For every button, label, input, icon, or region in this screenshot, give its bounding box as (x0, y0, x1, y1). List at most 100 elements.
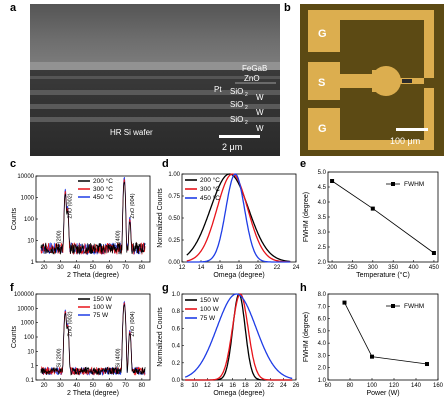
sem-w-layer-1 (30, 90, 280, 95)
x-tick-label: 20 (255, 383, 262, 389)
peak-label: ZnO (004) (130, 311, 136, 336)
y-tick-label: 4.0 (318, 341, 327, 347)
x-tick-label: 450 (429, 265, 440, 271)
ground-pad-bottom (308, 88, 434, 150)
chart-g-rocking-power: 8 10 12 14 16 18 20 22 24 26 0.0 0.2 0.4 0.6 0.8 1.0 Ome… (157, 292, 300, 397)
device-scalebar (396, 128, 428, 131)
chart-c-xrd-temperature: 20 30 40 50 60 70 80 1 10 100 1000 10000 2 Theta (de… (11, 174, 151, 279)
sem-label-sio2-3: SiO (230, 115, 243, 124)
fwhm-point (431, 251, 436, 255)
legend-label: 450 °C (200, 194, 220, 202)
x-tick-label: 14 (198, 265, 205, 271)
x-tick-label: 60 (106, 383, 113, 389)
x-tick-label: 160 (433, 383, 444, 389)
y-tick-label: 0.50 (168, 216, 180, 222)
legend-label: 75 W (93, 312, 109, 319)
y-tick-label: 7.0 (318, 304, 327, 310)
peak-label: ZnO (002) (68, 193, 74, 218)
y-tick-label: 0.00 (168, 260, 180, 266)
x-tick-label: 16 (217, 265, 224, 271)
plot-frame (327, 293, 439, 381)
x-tick-label: 80 (139, 265, 146, 271)
panel-label-e: e (300, 158, 307, 170)
fwhm-point (330, 179, 335, 183)
x-tick-label: 400 (409, 265, 420, 271)
sem-label-sio2-2: SiO (230, 100, 243, 109)
y-tick-label: 10000 (17, 174, 34, 180)
x-tick-label: 300 (368, 265, 379, 271)
legend-label: 300 °C (200, 185, 220, 193)
peak-label: ZnO (002) (68, 311, 74, 336)
y-axis-title: Normalized Counts (157, 307, 164, 367)
y-tick-label: 1 (31, 364, 35, 370)
x-tick-label: 18 (236, 265, 243, 271)
device-scalebar-label: 100 μm (390, 136, 420, 146)
x-axis-title: Omega (degree) (213, 390, 264, 397)
x-tick-label: 40 (73, 383, 80, 389)
x-tick-label: 20 (41, 383, 48, 389)
y-tick-label: 3.5 (318, 215, 327, 221)
y-tick-label: 8.0 (318, 292, 327, 298)
y-axis-title: FWHM (degree) (303, 192, 310, 242)
panel-label-f: f (10, 282, 14, 294)
sem-wafer-label: HR Si wafer (110, 128, 153, 137)
x-axis-title: 2 Theta (degree) (67, 272, 119, 279)
sem-label-zno: ZnO (244, 74, 260, 83)
y-tick-label: 1000 (21, 196, 35, 202)
sem-w-layer-3 (30, 117, 280, 122)
y-tick-label: 0.6 (172, 326, 181, 332)
y-axis-title: Counts (11, 207, 18, 230)
chart-h-fwhm-power: 60 80 100 120 140 160 1.0 2.0 3.0 4.0 5.0 6.0 7.0 8.0… (303, 292, 444, 397)
sem-w-layer-2 (30, 104, 280, 109)
y-tick-label: 1.00 (168, 172, 180, 178)
ground-pad-top (308, 10, 434, 78)
device-disk (371, 66, 401, 96)
x-tick-label: 60 (106, 265, 113, 271)
x-tick-label: 140 (411, 383, 422, 389)
y-tick-label: 6.0 (318, 317, 327, 323)
y-tick-label: 4.5 (318, 185, 327, 191)
sem-sub-2-1: 2 (245, 92, 248, 98)
x-axis-title: Power (W) (366, 390, 399, 397)
x-tick-label: 18 (242, 383, 249, 389)
y-tick-label: 1 (31, 260, 35, 266)
x-tick-label: 80 (347, 383, 354, 389)
legend-label: 200 °C (200, 176, 220, 184)
y-tick-label: 5.0 (318, 329, 327, 335)
x-tick-label: 20 (41, 265, 48, 271)
panel-label-d: d (162, 158, 169, 170)
x-tick-label: 12 (179, 265, 186, 271)
peak-label: Si (400) (115, 230, 121, 249)
x-tick-label: 22 (267, 383, 274, 389)
x-tick-label: 30 (57, 383, 64, 389)
pad-label-s: S (318, 77, 325, 89)
x-tick-label: 12 (204, 383, 211, 389)
y-tick-label: 0.2 (172, 361, 181, 367)
panel-label-a: a (10, 2, 17, 14)
x-axis-title: Omega (degree) (213, 272, 264, 279)
y-tick-label: 10 (27, 239, 34, 245)
x-tick-label: 22 (274, 265, 281, 271)
x-axis-title: 2 Theta (degree) (67, 390, 119, 397)
peak-label: Si (200) (56, 230, 62, 249)
series-curve-450C (186, 173, 291, 263)
legend-marker (391, 182, 395, 186)
y-tick-label: 3.0 (318, 230, 327, 236)
x-tick-label: 50 (90, 265, 97, 271)
fwhm-line (331, 180, 435, 254)
sem-label-w-3: W (256, 124, 264, 133)
y-tick-label: 1000 (21, 321, 35, 327)
x-tick-label: 24 (293, 265, 300, 271)
sem-label-sio2-1: SiO (230, 87, 243, 96)
series-curve-75W (184, 293, 293, 380)
x-tick-label: 10 (191, 383, 198, 389)
y-tick-label: 100000 (14, 292, 35, 298)
x-tick-label: 24 (280, 383, 287, 389)
device-gap (402, 79, 412, 83)
sem-sub-2-3: 2 (245, 120, 248, 126)
y-tick-label: 2.0 (318, 260, 327, 266)
legend-label: 100 W (200, 306, 220, 313)
x-tick-label: 14 (217, 383, 224, 389)
y-tick-label: 0.25 (168, 238, 180, 244)
y-tick-label: 0.75 (168, 194, 180, 200)
